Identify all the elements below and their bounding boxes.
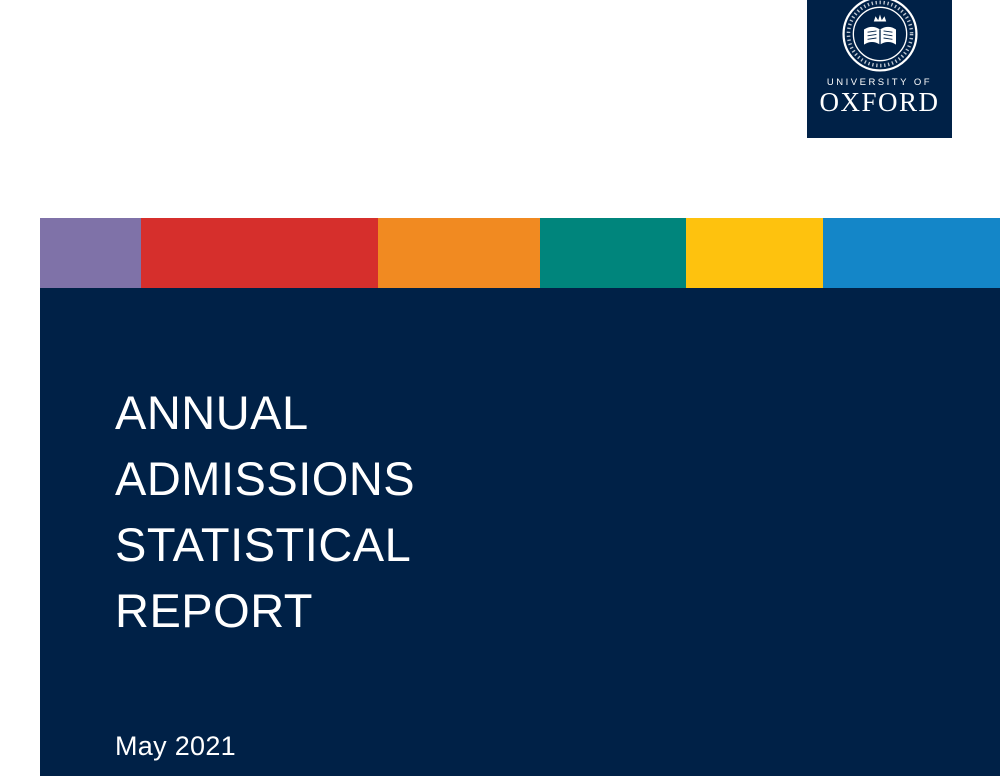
stripe-teal [540,218,687,288]
stripe-orange [377,218,541,288]
stripe-blue [823,218,1000,288]
stripe-purple [40,218,141,288]
stripe-red [140,218,378,288]
cover-panel: ANNUAL ADMISSIONS STATISTICAL REPORT May… [40,288,1000,776]
logo-oxford-label: OXFORD [819,87,940,117]
oxford-crest-icon [841,0,918,72]
report-date: May 2021 [115,731,236,761]
stripe-band [40,218,1000,288]
cover-banner: ANNUAL ADMISSIONS STATISTICAL REPORT May… [40,218,1000,776]
oxford-logo: UNIVERSITY OF OXFORD [807,0,952,138]
logo-university-of-label: UNIVERSITY OF [826,77,933,88]
report-title: ANNUAL ADMISSIONS STATISTICAL REPORT [115,386,416,637]
stripe-yellow [686,218,824,288]
